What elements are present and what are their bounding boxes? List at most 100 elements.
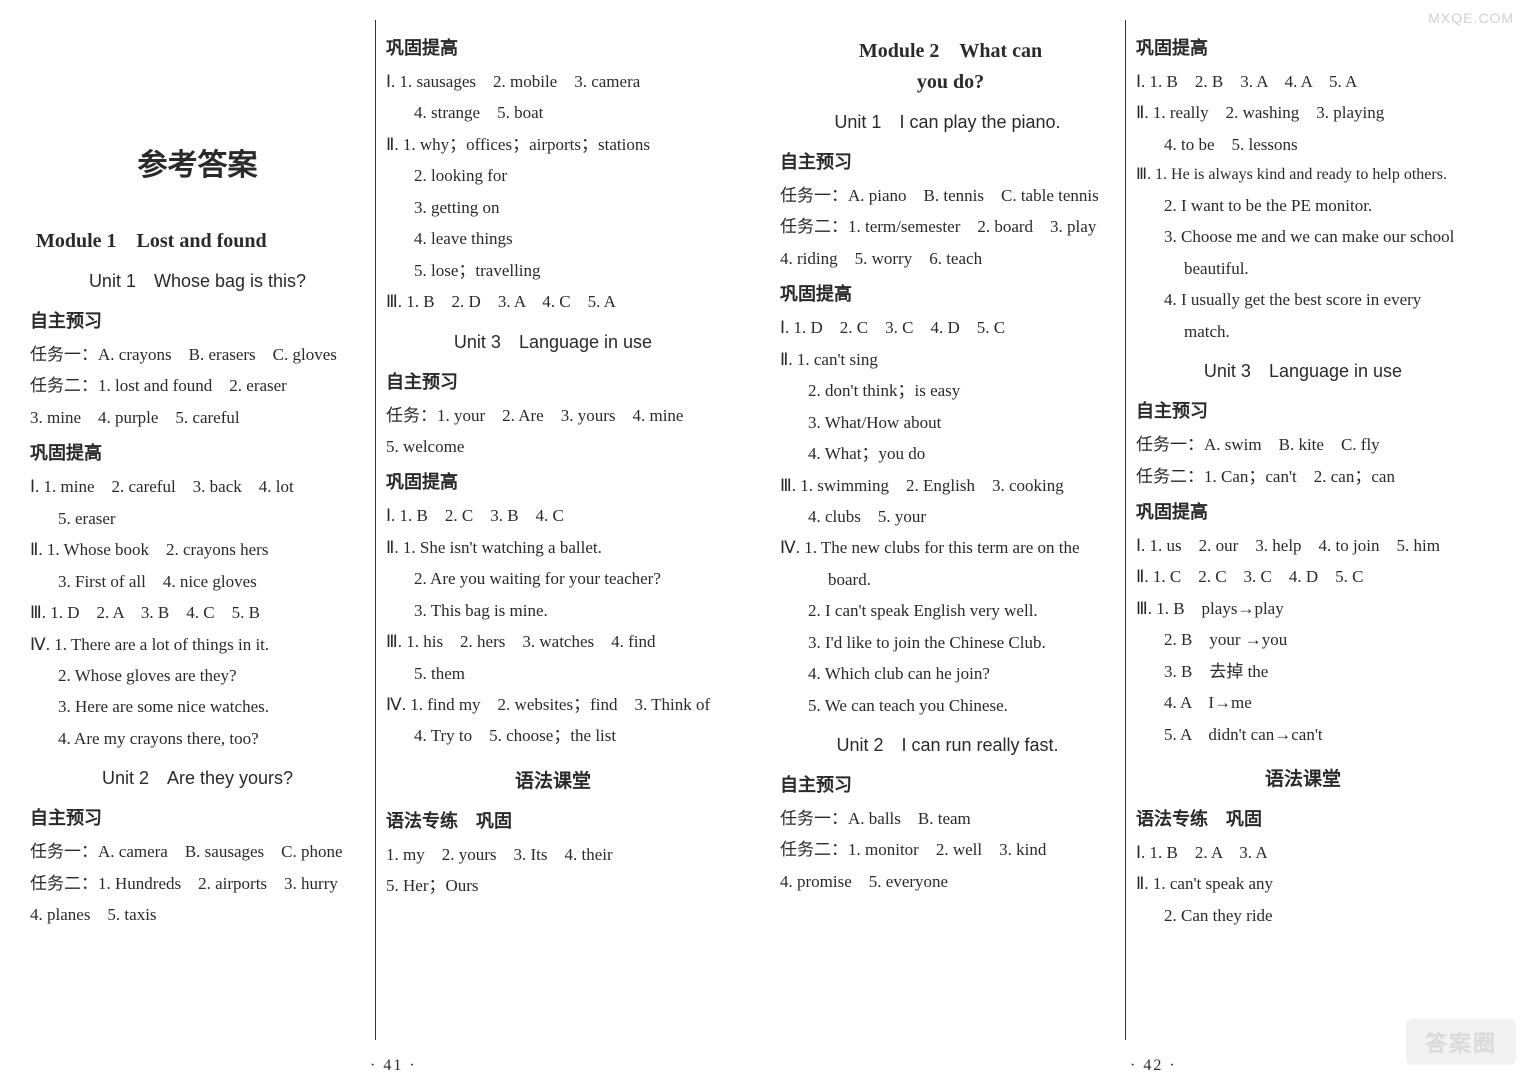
ans-line: 1. my 2. yours 3. Its 4. their [386,839,720,870]
ans-line: 5. We can teach you Chinese. [780,690,1115,721]
m2-unit3: Unit 3 Language in use [1136,357,1470,383]
sec: 巩固提高 [386,468,720,494]
ans-line: 4. What；you do [780,438,1115,469]
m1-unit1: Unit 1 Whose bag is this? [30,267,365,293]
grammar-title: 语法课堂 [1136,764,1470,791]
ans-line: 3. Here are some nice watches. [30,691,365,722]
ans-line: 5. A didn't can→can't [1136,719,1470,750]
ans-line: 2. I can't speak English very well. [780,595,1115,626]
ans-line: 任务二：1. monitor 2. well 3. kind [780,834,1115,865]
ans-line: 3. This bag is mine. [386,595,720,626]
ans-line: 4. planes 5. taxis [30,899,365,930]
ans-line: Ⅱ. 1. can't sing [780,344,1115,375]
ans-line: 任务一：A. crayons B. erasers C. gloves [30,339,365,370]
m1-unit2: Unit 2 Are they yours? [30,764,365,790]
ans-line: 3. B 去掉 the [1136,656,1470,687]
ans-line: 5. welcome [386,431,720,462]
ans-line: 2. Whose gloves are they? [30,660,365,691]
sec: 巩固提高 [386,34,720,60]
sec: 语法专练 巩固 [386,807,720,833]
ans-line: 5. eraser [30,503,365,534]
ans-line: 5. lose；travelling [386,255,720,286]
ans-line: 2. Can they ride [1136,900,1470,931]
module2-title-2: you do? [786,71,1115,94]
ans-line: Ⅰ. 1. sausages 2. mobile 3. camera [386,66,720,97]
ans-line: Ⅰ. 1. B 2. A 3. A [1136,837,1470,868]
ans-line: 3. I'd like to join the Chinese Club. [780,627,1115,658]
module2-title: Module 2 What can [786,34,1115,63]
ans-line: 3. Choose me and we can make our school [1136,221,1470,252]
page-number-left: · 41 · [370,1057,417,1075]
ans-line: 4. leave things [386,223,720,254]
ans-line: Ⅱ. 1. Whose book 2. crayons hers [30,534,365,565]
p1-col1: 参考答案 Module 1 Lost and found Unit 1 Whos… [20,20,375,1040]
ans-line: 4. clubs 5. your [780,501,1115,532]
ans-line: 任务一：A. piano B. tennis C. table tennis [780,180,1115,211]
sec: 巩固提高 [1136,34,1470,60]
ans-line: 5. them [386,658,720,689]
ans-line: 4. I usually get the best score in every [1136,284,1470,315]
p1-col2: 巩固提高 Ⅰ. 1. sausages 2. mobile 3. camera … [375,20,730,1040]
sec: 巩固提高 [30,439,365,465]
ans-line: 3. What/How about [780,407,1115,438]
ans-line: 2. Are you waiting for your teacher? [386,563,720,594]
sec: 自主预习 [780,148,1115,174]
ans-line: 2. don't think；is easy [780,375,1115,406]
page-right: Module 2 What can you do? Unit 1 I can p… [770,20,1510,1040]
ans-line: 4. A I→me [1136,687,1470,718]
sec: 自主预习 [386,368,720,394]
ans-line: 5. Her；Ours [386,870,720,901]
ans-line: Ⅱ. 1. really 2. washing 3. playing [1136,97,1470,128]
ans-line: 4. strange 5. boat [386,97,720,128]
p2-col1: Module 2 What can you do? Unit 1 I can p… [770,20,1125,1040]
ans-line: 2. B your →you [1136,624,1470,655]
ans-line: 任务一：A. balls B. team [780,803,1115,834]
m2-unit1: Unit 1 I can play the piano. [780,108,1115,134]
ans-line: Ⅰ. 1. B 2. B 3. A 4. A 5. A [1136,66,1470,97]
ans-line: Ⅰ. 1. us 2. our 3. help 4. to join 5. hi… [1136,530,1470,561]
ans-line: 任务二：1. lost and found 2. eraser [30,370,365,401]
module1-title: Module 1 Lost and found [36,224,365,253]
main-title: 参考答案 [30,140,365,184]
ans-line: Ⅳ. 1. There are a lot of things in it. [30,629,365,660]
ans-line: 4. promise 5. everyone [780,866,1115,897]
ans-line: Ⅱ. 1. She isn't watching a ballet. [386,532,720,563]
ans-line: Ⅲ. 1. B plays→play [1136,593,1470,624]
ans-line: board. [780,564,1115,595]
sec: 语法专练 巩固 [1136,805,1470,831]
ans-line: Ⅰ. 1. mine 2. careful 3. back 4. lot [30,471,365,502]
ans-line: Ⅰ. 1. B 2. C 3. B 4. C [386,500,720,531]
ans-line: 4. Are my crayons there, too? [30,723,365,754]
ans-line: Ⅲ. 1. his 2. hers 3. watches 4. find [386,626,720,657]
ans-line: 任务二：1. Can；can't 2. can；can [1136,461,1470,492]
sec: 自主预习 [30,804,365,830]
m2-unit2: Unit 2 I can run really fast. [780,731,1115,757]
ans-line: Ⅱ. 1. why；offices；airports；stations [386,129,720,160]
ans-line: 2. looking for [386,160,720,191]
p2-col2: 巩固提高 Ⅰ. 1. B 2. B 3. A 4. A 5. A Ⅱ. 1. r… [1125,20,1480,1040]
ans-line: Ⅲ. 1. swimming 2. English 3. cooking [780,470,1115,501]
ans-line: Ⅳ. 1. find my 2. websites；find 3. Think … [386,689,720,720]
page-left: 参考答案 Module 1 Lost and found Unit 1 Whos… [20,20,760,1040]
ans-line: 3. getting on [386,192,720,223]
m1-unit3: Unit 3 Language in use [386,328,720,354]
sec: 自主预习 [30,307,365,333]
ans-line: 3. mine 4. purple 5. careful [30,402,365,433]
sec: 巩固提高 [780,280,1115,306]
ans-line: 4. to be 5. lessons [1136,129,1470,160]
ans-line: 任务：1. your 2. Are 3. yours 4. mine [386,400,720,431]
ans-line: beautiful. [1136,253,1470,284]
page-number-right: · 42 · [1130,1057,1177,1075]
sec: 自主预习 [780,771,1115,797]
watermark: 答案圈 [1406,1019,1516,1065]
sec: 自主预习 [1136,397,1470,423]
ans-line: 4. riding 5. worry 6. teach [780,243,1115,274]
ans-line: 任务一：A. swim B. kite C. fly [1136,429,1470,460]
ans-line: 任务二：1. Hundreds 2. airports 3. hurry [30,868,365,899]
ans-line: 4. Try to 5. choose；the list [386,720,720,751]
grammar-title: 语法课堂 [386,766,720,793]
ans-line: Ⅱ. 1. can't speak any [1136,868,1470,899]
ans-line: Ⅲ. 1. He is always kind and ready to hel… [1136,160,1470,190]
ans-line: Ⅲ. 1. D 2. A 3. B 4. C 5. B [30,597,365,628]
ans-line: Ⅳ. 1. The new clubs for this term are on… [780,532,1115,563]
